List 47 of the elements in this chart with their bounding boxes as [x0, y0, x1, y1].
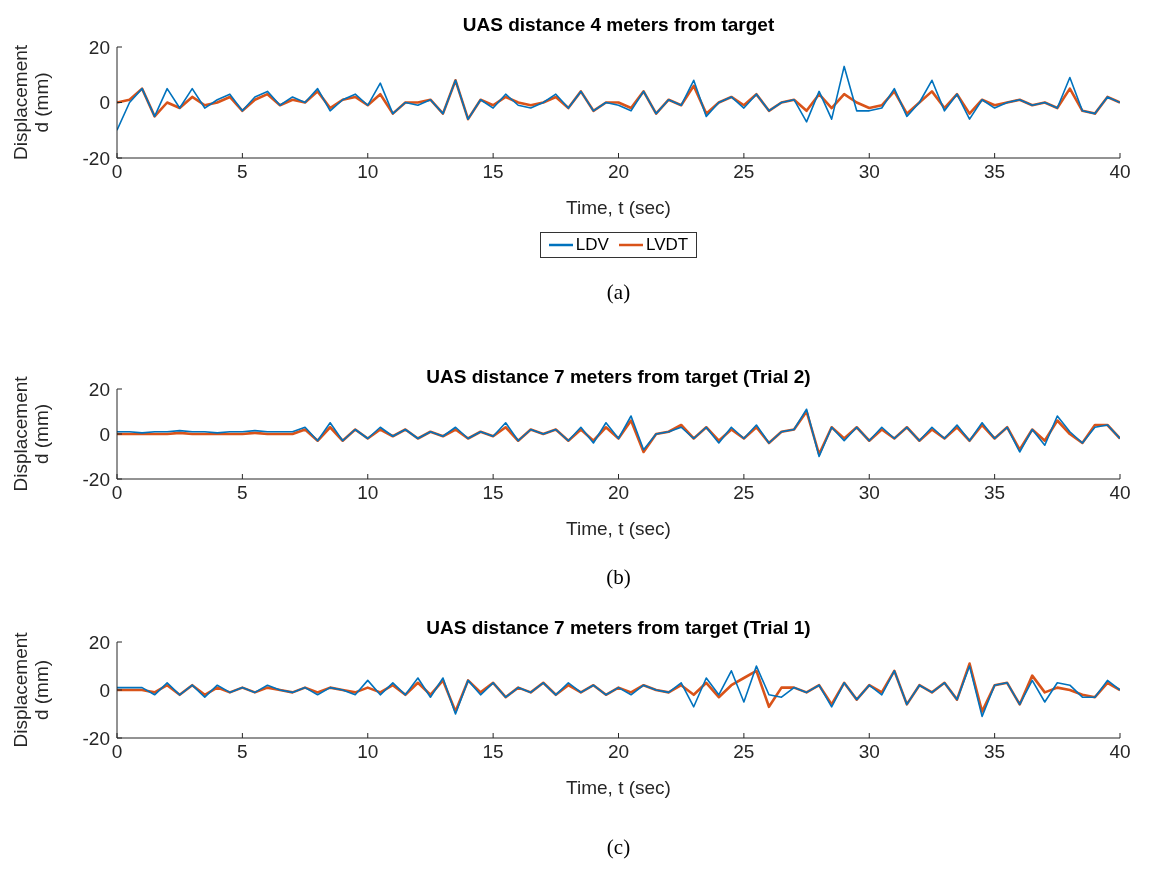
x-tick-label: 15	[482, 482, 504, 504]
x-tick-label: 25	[733, 161, 755, 183]
y-tick-label: -20	[82, 468, 110, 490]
y-tick-label: -20	[82, 727, 110, 749]
legend-label: LVDT	[645, 235, 689, 255]
legend-label: LDV	[575, 235, 609, 255]
x-tick-label: 35	[984, 741, 1006, 763]
x-tick-label: 20	[607, 482, 630, 504]
x-axis-title: Time, t (sec)	[566, 777, 671, 798]
x-tick-label: 40	[1109, 741, 1131, 763]
text: (a)	[605, 280, 632, 305]
x-tick-label: 15	[482, 741, 504, 763]
x-tick-label: 40	[1109, 482, 1131, 504]
x-tick-label: 25	[733, 741, 755, 763]
x-tick-label: 35	[984, 482, 1006, 504]
text: (c)	[605, 835, 632, 860]
text: (b)	[605, 565, 632, 590]
y-tick-label: 0	[99, 92, 110, 114]
x-tick-label: 10	[357, 482, 379, 504]
y-axis-title: Displacement d (mm)	[10, 631, 52, 748]
x-tick-label: 30	[858, 482, 880, 504]
y-tick-label: 20	[88, 36, 110, 58]
x-tick-label: 20	[607, 741, 630, 763]
chart-title: UAS distance 4 meters from target	[461, 14, 776, 36]
x-tick-label: 30	[858, 741, 880, 763]
y-tick-label: 0	[99, 423, 110, 445]
x-tick-label: 5	[237, 741, 248, 763]
x-tick-label: 30	[858, 161, 880, 183]
y-tick-label: -20	[82, 147, 110, 169]
x-axis-title: Time, t (sec)	[566, 197, 671, 218]
y-axis-title: Displacement d (mm)	[10, 375, 52, 492]
y-tick-label: 20	[88, 631, 110, 653]
x-tick-label: 40	[1109, 161, 1131, 183]
y-tick-label: 20	[88, 378, 110, 400]
x-tick-label: 5	[237, 482, 248, 504]
y-axis-title: Displacement d (mm)	[10, 44, 52, 161]
x-tick-label: 5	[237, 161, 248, 183]
y-tick-label: 0	[99, 679, 110, 701]
x-tick-label: 25	[733, 482, 755, 504]
x-tick-label: 10	[357, 741, 379, 763]
x-tick-label: 10	[357, 161, 379, 183]
x-tick-label: 20	[607, 161, 630, 183]
x-axis-title: Time, t (sec)	[566, 518, 671, 539]
x-tick-label: 35	[984, 161, 1006, 183]
chart-title: UAS distance 7 meters from target (Trial 1)	[425, 617, 812, 639]
x-tick-label: 15	[482, 161, 504, 183]
chart-title: UAS distance 7 meters from target (Trial 2)	[425, 366, 812, 388]
